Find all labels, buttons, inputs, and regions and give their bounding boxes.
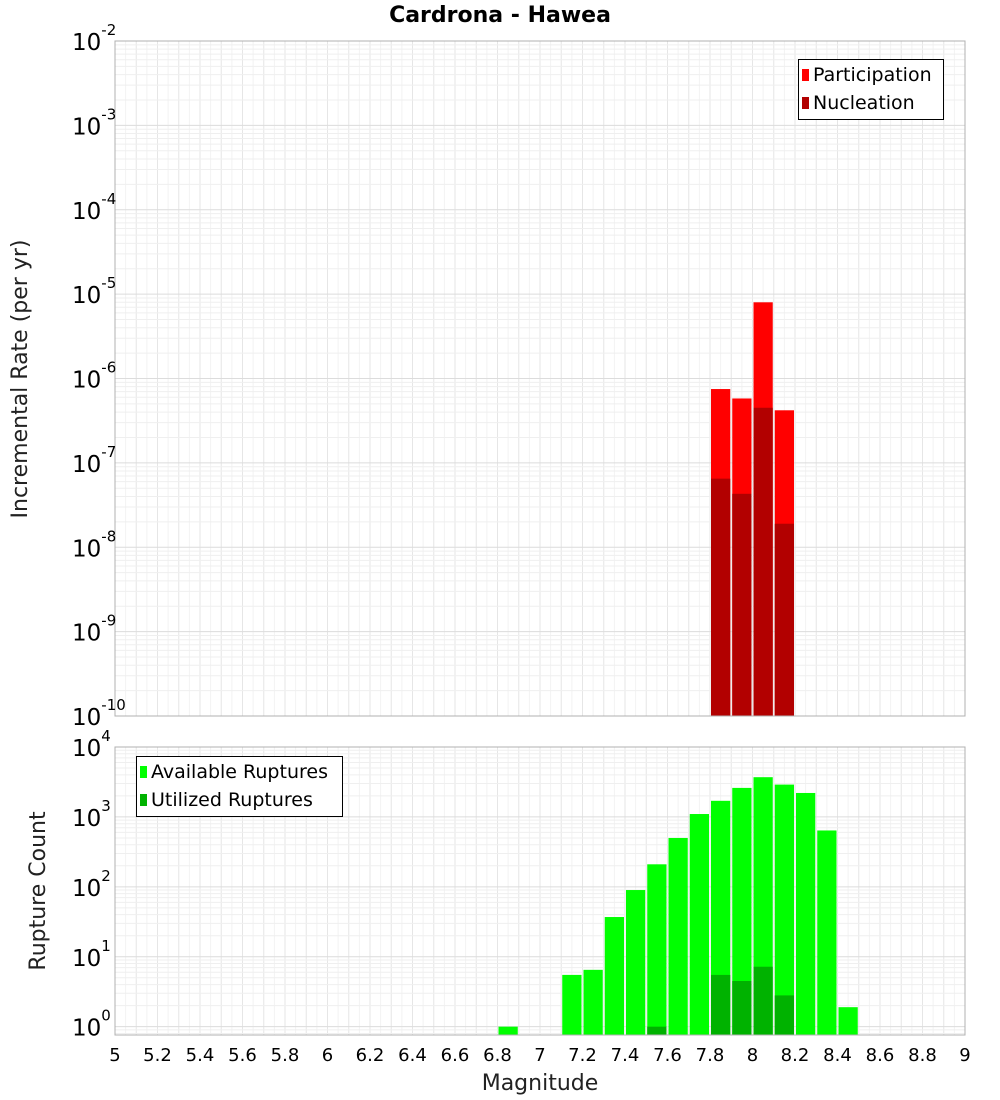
- bottom-y-ticks: 100 101 102 103 104: [72, 727, 111, 1042]
- bottom-bar-available-ruptures: [668, 837, 688, 1035]
- x-tick-label: 5.8: [271, 1045, 300, 1066]
- bottom-bar-available-ruptures: [774, 784, 794, 1035]
- bottom-plot-frame: [114, 746, 966, 1036]
- top-y-tick-label: 10-3: [72, 105, 116, 140]
- bottom-bar-available-ruptures: [817, 830, 837, 1035]
- bottom-bar-available-ruptures: [796, 792, 816, 1035]
- bottom-bar-available-ruptures: [838, 1007, 858, 1035]
- x-tick-label: 5: [109, 1045, 120, 1066]
- bottom-y-tick-label: 101: [72, 937, 111, 972]
- x-tick-label: 6.4: [398, 1045, 427, 1066]
- bottom-bar-utilized-ruptures: [732, 980, 752, 1035]
- bottom-bar-available-ruptures: [732, 787, 752, 1035]
- bottom-y-tick-label: 103: [72, 797, 111, 832]
- x-tick-label: 8: [747, 1045, 758, 1066]
- x-tick-label: 6.2: [356, 1045, 385, 1066]
- bottom-y-tick-label: 102: [72, 867, 111, 902]
- top-y-tick-label: 10-9: [72, 612, 116, 647]
- top-y-tick-label: 10-5: [72, 274, 116, 309]
- bottom-bar-available-ruptures: [689, 814, 709, 1035]
- bottom-bar-utilized-ruptures: [711, 974, 731, 1035]
- bottom-x-ticks: 5 5.2 5.4 5.6 5.8 6 6.2 6.4 6.6 6.8 7 7.2 7.4 7.6 7.8 8…: [109, 1045, 970, 1066]
- bottom-bar-utilized-ruptures: [774, 995, 794, 1035]
- x-tick-label: 7: [534, 1045, 545, 1066]
- bottom-y-tick-label: 100: [72, 1007, 111, 1042]
- x-axis-label: Magnitude: [482, 1071, 599, 1096]
- x-tick-label: 8.6: [866, 1045, 895, 1066]
- x-tick-label: 7.6: [653, 1045, 682, 1066]
- x-tick-label: 9: [959, 1045, 970, 1066]
- top-y-tick-label: 10-8: [72, 527, 116, 562]
- bottom-bars: [498, 777, 858, 1035]
- bottom-bar-available-ruptures: [583, 969, 603, 1035]
- bottom-legend: Available Ruptures Utilized Ruptures: [136, 756, 343, 817]
- bottom-bar-utilized-ruptures: [647, 1026, 667, 1035]
- top-bar-nucleation: [711, 478, 731, 716]
- top-y-axis-label: Incremental Rate (per yr): [8, 240, 33, 519]
- x-tick-label: 8.8: [908, 1045, 937, 1066]
- bottom-y-tick-label: 104: [72, 727, 111, 762]
- top-y-tick-label: 10-4: [72, 190, 116, 225]
- x-tick-label: 7.4: [611, 1045, 640, 1066]
- top-bar-nucleation: [753, 407, 773, 716]
- bottom-bar-available-ruptures: [498, 1026, 518, 1035]
- x-tick-label: 5.6: [228, 1045, 257, 1066]
- top-y-ticks: 10-10 10-9 10-8 10-7 10-6 10-5 10-4 10-3 10-2: [72, 21, 126, 731]
- x-tick-label: 5.4: [186, 1045, 215, 1066]
- x-tick-label: 7.8: [696, 1045, 725, 1066]
- top-legend: Participation Nucleation: [798, 59, 944, 120]
- legend-label-nucleation: Nucleation: [813, 92, 915, 114]
- top-bar-nucleation: [732, 493, 752, 716]
- utilized-swatch-icon: [140, 794, 147, 806]
- legend-label-available: Available Ruptures: [151, 761, 328, 783]
- nucleation-swatch-icon: [802, 97, 809, 109]
- legend-item-participation: Participation: [802, 61, 939, 89]
- top-plot-area: 10-10 10-9 10-8 10-7 10-6 10-5 10-4 10-3 10-2: [72, 21, 966, 731]
- top-y-tick-label: 10-7: [72, 443, 116, 478]
- top-plot-frame: [114, 40, 966, 717]
- bottom-bar-available-ruptures: [604, 917, 624, 1035]
- legend-item-available-ruptures: Available Ruptures: [140, 758, 338, 786]
- legend-label-participation: Participation: [813, 64, 932, 86]
- top-gridlines: [114, 40, 966, 717]
- top-y-tick-label: 10-10: [72, 696, 126, 731]
- bottom-bar-utilized-ruptures: [753, 966, 773, 1035]
- x-tick-label: 6.8: [483, 1045, 512, 1066]
- bottom-plot-area: 100 101 102 103 104 5 5.2 5.4 5.6 5.8 6 6.2 6.4 6.6 6.…: [72, 727, 971, 1066]
- bottom-bar-available-ruptures: [562, 974, 582, 1035]
- top-bars: [711, 302, 794, 716]
- top-y-tick-label: 10-2: [72, 21, 116, 56]
- x-tick-label: 8.4: [823, 1045, 852, 1066]
- bottom-bar-available-ruptures: [647, 864, 667, 1035]
- x-tick-label: 7.2: [568, 1045, 597, 1066]
- available-swatch-icon: [140, 766, 147, 778]
- x-tick-label: 6: [322, 1045, 333, 1066]
- x-tick-label: 8.2: [781, 1045, 810, 1066]
- legend-label-utilized: Utilized Ruptures: [151, 789, 313, 811]
- top-y-tick-label: 10-6: [72, 359, 116, 394]
- bottom-bar-available-ruptures: [626, 890, 646, 1035]
- legend-item-utilized-ruptures: Utilized Ruptures: [140, 786, 338, 814]
- chart-title: Cardrona - Hawea: [389, 3, 611, 28]
- x-tick-label: 6.6: [441, 1045, 470, 1066]
- top-bar-nucleation: [774, 523, 794, 716]
- bottom-y-axis-label: Rupture Count: [26, 811, 51, 971]
- x-tick-label: 5.2: [143, 1045, 172, 1066]
- legend-item-nucleation: Nucleation: [802, 89, 939, 117]
- participation-swatch-icon: [802, 69, 809, 81]
